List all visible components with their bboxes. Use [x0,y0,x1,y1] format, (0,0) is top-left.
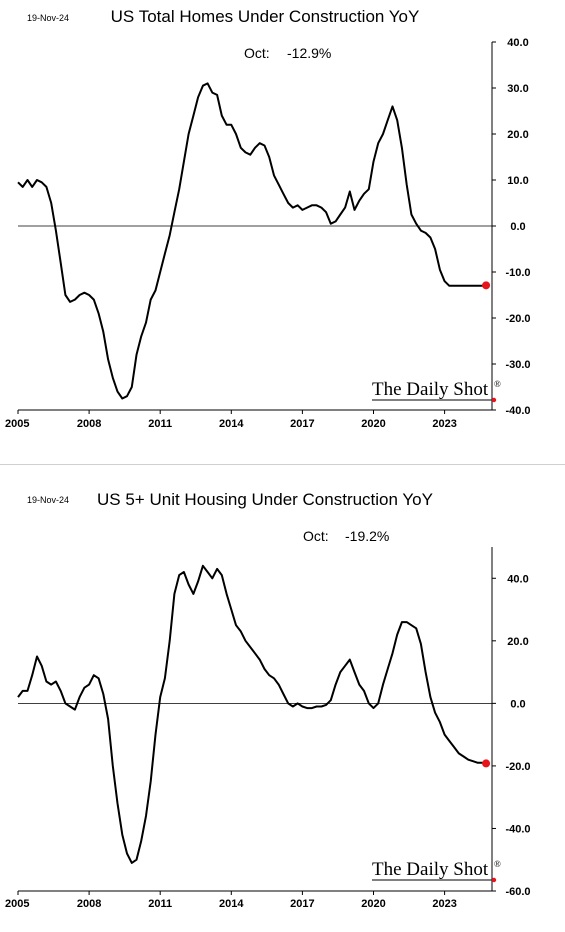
chart-svg-5plus-unit: 19-Nov-24 US 5+ Unit Housing Under Constr… [5,490,531,910]
annotation-value: -12.9% [287,45,331,61]
y-tick-label: -40.0 [505,823,530,835]
brand-registered-mark: ® [494,859,501,869]
annotation-value: -19.2% [345,528,389,544]
y-tick-label: -40.0 [505,405,530,417]
x-tick-label: 2011 [148,898,172,910]
y-tick-label: 0.0 [510,698,525,710]
panel-divider [0,464,565,465]
x-tick-label: 2023 [432,898,456,910]
y-tick-label: -30.0 [505,359,530,371]
chart-title: US Total Homes Under Construction YoY [111,7,420,26]
brand-dot [491,397,497,403]
y-tick-label: -60.0 [505,886,530,898]
chart-title: US 5+ Unit Housing Under Construction Yo… [97,490,433,509]
last-point-marker [482,759,491,768]
y-tick-label: -20.0 [505,313,530,325]
x-tick-label: 2020 [361,418,385,430]
x-tick-label: 2005 [5,898,29,910]
y-tick-label: 40.0 [507,37,528,49]
x-tick-label: 2017 [290,418,314,430]
brand-registered-mark: ® [494,379,501,389]
x-tick-label: 2014 [219,418,244,430]
chart-panel-total-homes: 19-Nov-24 US Total Homes Under Constructi… [0,0,565,464]
chart-date: 19-Nov-24 [27,13,69,23]
x-tick-label: 2014 [219,898,244,910]
brand-logo-text: The Daily Shot [372,859,489,880]
series-line [17,82,487,400]
chart-date: 19-Nov-24 [27,495,69,505]
x-tick-label: 2017 [290,898,314,910]
x-tick-label: 2005 [5,418,29,430]
y-tick-label: -10.0 [505,267,530,279]
y-tick-label: 40.0 [507,573,528,585]
chart-svg-total-homes: 19-Nov-24 US Total Homes Under Constructi… [5,7,531,430]
y-tick-label: 20.0 [507,129,528,141]
x-tick-label: 2008 [77,418,101,430]
y-tick-label: 10.0 [507,175,528,187]
x-tick-label: 2008 [77,898,101,910]
y-tick-label: 0.0 [510,221,525,233]
series-line [17,564,487,864]
annotation-label: Oct: [303,528,329,544]
x-tick-label: 2023 [432,418,456,430]
annotation-label: Oct: [244,45,270,61]
x-tick-label: 2020 [361,898,385,910]
brand-logo-text: The Daily Shot [372,379,489,400]
chart-panel-5plus-unit: 19-Nov-24 US 5+ Unit Housing Under Constr… [0,466,565,932]
brand-dot [491,877,497,883]
y-tick-label: 30.0 [507,83,528,95]
last-point-marker [482,281,491,290]
x-tick-label: 2011 [148,418,172,430]
y-tick-label: -20.0 [505,761,530,773]
y-tick-label: 20.0 [507,636,528,648]
